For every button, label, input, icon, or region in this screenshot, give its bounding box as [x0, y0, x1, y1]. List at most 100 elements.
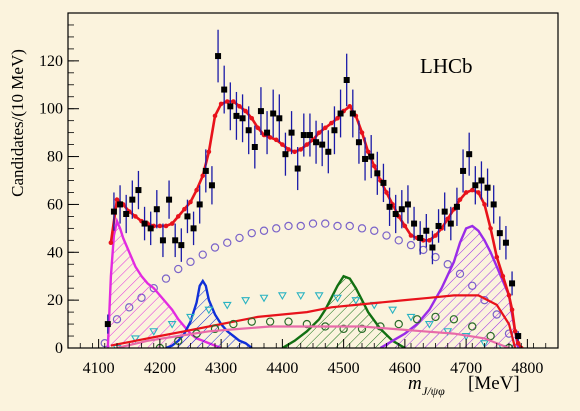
data-point	[288, 111, 295, 155]
component-marker	[406, 240, 416, 250]
data-point	[398, 190, 405, 229]
total-fit-marker	[322, 125, 328, 131]
data-point	[386, 187, 393, 226]
data-marker	[423, 227, 430, 234]
data-marker	[319, 141, 326, 148]
data-marker	[466, 151, 473, 158]
data-point	[472, 166, 479, 205]
data-marker	[484, 184, 491, 191]
component-marker	[406, 313, 416, 322]
data-point	[110, 192, 117, 231]
total-fit-marker	[280, 142, 285, 147]
x-axis-label-subscript: J/ψφ	[422, 384, 445, 398]
component-line	[110, 294, 517, 348]
data-point	[343, 53, 350, 107]
component-marker	[424, 321, 434, 329]
data-marker	[509, 280, 516, 287]
data-point	[460, 149, 467, 193]
data-point	[496, 216, 503, 250]
total-fit-marker	[133, 214, 138, 219]
component-marker	[394, 236, 403, 245]
data-point	[466, 132, 473, 176]
total-fit-marker	[188, 199, 193, 205]
data-point	[123, 194, 130, 234]
data-marker	[337, 110, 344, 117]
total-fit-marker	[329, 120, 334, 126]
data-marker	[104, 321, 111, 328]
component-marker	[277, 292, 287, 300]
data-marker	[313, 139, 320, 146]
data-point	[325, 130, 332, 174]
total-fit-marker	[482, 202, 487, 207]
y-tick-label: 80	[47, 149, 63, 166]
total-fit-marker	[212, 113, 218, 119]
data-point	[404, 185, 411, 224]
data-point	[306, 113, 313, 157]
x-tick-label: 4400	[266, 360, 298, 377]
data-point	[227, 82, 234, 131]
component-marker	[229, 319, 238, 329]
data-point	[355, 120, 362, 164]
data-marker	[159, 237, 166, 244]
component-marker	[222, 301, 232, 310]
component-marker	[443, 328, 453, 336]
total-fit-marker	[509, 307, 515, 313]
component-hatch-area	[380, 226, 519, 348]
data-point	[178, 228, 185, 262]
data-point	[215, 29, 222, 83]
data-point	[153, 190, 160, 229]
data-point	[276, 94, 283, 143]
component-marker	[443, 260, 452, 269]
data-marker	[386, 203, 393, 210]
data-marker	[196, 201, 203, 208]
component-marker	[130, 335, 140, 344]
data-point	[319, 123, 326, 167]
total-fit-marker	[515, 340, 521, 346]
data-marker	[276, 115, 283, 122]
total-fit-marker	[237, 104, 242, 109]
data-point	[264, 111, 271, 155]
component-marker	[284, 221, 293, 231]
component-marker	[210, 324, 220, 334]
total-fit-marker	[273, 137, 279, 143]
data-point	[104, 314, 111, 334]
total-fit-marker	[500, 273, 506, 279]
data-point	[362, 137, 369, 181]
component-series	[110, 294, 517, 348]
data-point	[331, 106, 338, 155]
component-marker	[186, 313, 195, 322]
y-tick-label: 20	[47, 292, 63, 309]
total-fit-marker	[292, 149, 297, 155]
data-point	[349, 89, 356, 138]
total-fit-marker	[402, 223, 408, 229]
data-marker	[331, 127, 338, 134]
component-marker	[174, 264, 183, 274]
x-tick-label: 4600	[389, 360, 421, 377]
component-line	[116, 325, 510, 348]
data-marker	[172, 237, 179, 244]
data-point	[117, 185, 124, 224]
data-point	[429, 230, 436, 265]
total-fit-marker	[200, 173, 206, 179]
component-marker	[247, 317, 256, 326]
x-tick-label: 4700	[450, 360, 482, 377]
data-marker	[233, 112, 240, 119]
data-point	[313, 120, 320, 164]
x-axis-label-symbol: m	[408, 373, 422, 394]
points-layer	[104, 29, 522, 341]
component-marker	[382, 231, 391, 240]
data-point	[135, 170, 142, 210]
data-point	[441, 192, 448, 231]
component-marker	[223, 238, 232, 247]
component-marker	[272, 224, 281, 233]
x-tick-label: 4500	[328, 360, 360, 377]
data-marker	[404, 201, 411, 208]
y-tick-label: 40	[47, 244, 63, 261]
component-marker	[241, 297, 251, 305]
data-point	[159, 223, 166, 258]
total-fit-marker	[255, 125, 261, 131]
data-point	[411, 206, 418, 241]
axes-layer: 4100 4200 4300 4400 4500 4600 4700 4800 0 20 40 60 8…	[39, 12, 559, 377]
